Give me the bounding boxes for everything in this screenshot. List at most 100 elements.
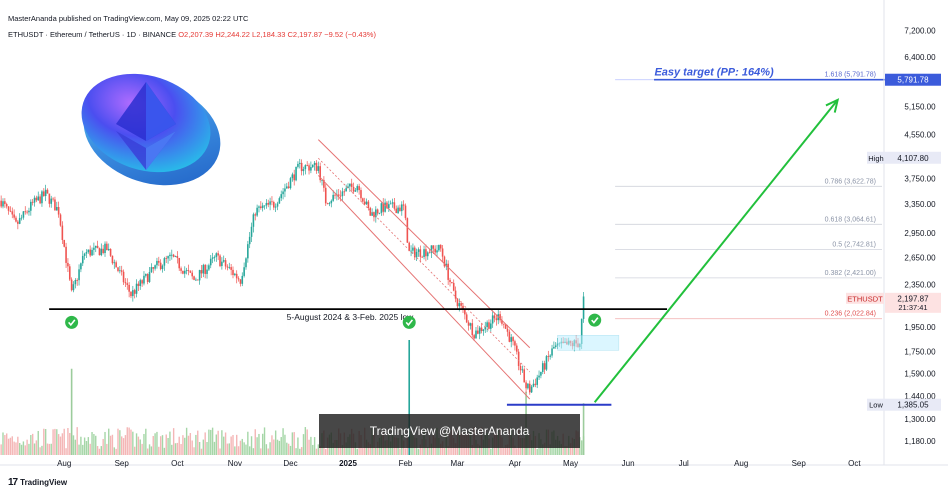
time-tick-label: Jun [622,459,635,468]
candle-body [321,179,323,181]
candle-body [191,272,193,277]
candle-body [297,163,299,167]
volume-bar [172,428,175,455]
volume-bar [113,447,115,455]
candle-body [352,186,355,192]
candle-body [54,199,56,211]
tradingview-logo-icon: 17 [8,477,18,488]
candle-body [202,264,205,274]
candle-body [421,256,423,258]
candle-body [273,202,275,208]
candle-body [226,266,229,268]
candle-body [378,212,381,214]
volume-bar [248,446,251,455]
candle-body [83,253,86,256]
volume-bar [119,430,121,455]
volume-bar [148,444,151,455]
candle-body [250,226,253,237]
volume-bar [299,448,301,455]
candle-body [551,348,553,356]
candle-body [298,162,301,164]
candle-body [269,201,271,205]
volume-bar [536,448,538,455]
volume-bar [48,443,51,455]
volume-bar [7,438,10,455]
candle-body [59,214,62,226]
candle-body [245,258,247,268]
volume-bar [156,431,158,455]
high-price-text: 4,107.80 [897,154,929,163]
candle-body [11,211,14,215]
volume-bar [506,444,509,455]
candle-body [282,191,284,195]
volume-bar [514,445,516,455]
candle-body [274,206,277,208]
candle-body [369,207,372,216]
candle-body [326,203,329,205]
candle-body [287,186,290,189]
volume-bar [273,439,275,455]
time-tick-label: 2025 [339,459,357,468]
candle-body [17,221,19,224]
candle-body [443,256,446,267]
volume-bar [224,432,227,455]
volume-bar [167,437,169,455]
channel-upper-line [317,139,531,349]
volume-bar [217,430,219,455]
candle-body [28,210,30,213]
candle-body [247,244,249,259]
volume-spike [70,368,73,455]
candle-body [183,270,186,274]
time-tick-label: Oct [848,459,861,468]
candle-body [235,273,238,279]
candle-body [417,249,420,252]
candle-body [196,279,199,281]
volume-bar [109,435,112,455]
candle-body [41,191,43,204]
candle-body [132,290,134,297]
candle-body [439,244,442,249]
volume-bar [20,444,23,455]
volume-bar [50,443,52,455]
price-tick-label: 3,750.00 [904,174,936,183]
volume-bar [228,443,230,455]
candle-body [293,174,296,181]
candle-body [495,318,498,321]
volume-bar [260,448,262,455]
tradingview-footer[interactable]: 17 TradingView [8,477,67,488]
volume-bar [504,444,507,455]
candle-body [543,363,546,370]
volume-bar [159,436,162,455]
candle-body [332,194,334,201]
candle-body [222,260,225,262]
candle-body [285,186,288,189]
volume-bar [54,428,56,455]
volume-bar [232,435,234,455]
candle-body [471,323,474,336]
symbol-info[interactable]: ETHUSDT · Ethereum / TetherUS · 1D · BIN… [8,30,177,39]
candle-body [37,196,40,201]
candle-body [74,280,77,285]
time-tick-label: Oct [171,459,184,468]
volume-bar [241,438,243,455]
candle-body [362,198,364,202]
candle-body [217,253,219,256]
volume-bar [287,443,290,455]
volume-bar [516,448,518,455]
candle-body [475,330,477,339]
candle-body [219,255,221,267]
candle-body [172,254,175,257]
candle-body [462,305,464,310]
volume-bar [163,447,166,455]
check-mark-icon [402,315,416,329]
volume-bar [261,433,264,455]
volume-bar [543,442,546,455]
price-tick-label: 6,400.00 [904,53,936,62]
candle-body [119,270,121,272]
volume-bar [198,441,201,455]
volume-bar [117,428,119,455]
volume-bar [221,430,223,455]
volume-bar [189,433,192,455]
candle-body [412,247,414,251]
